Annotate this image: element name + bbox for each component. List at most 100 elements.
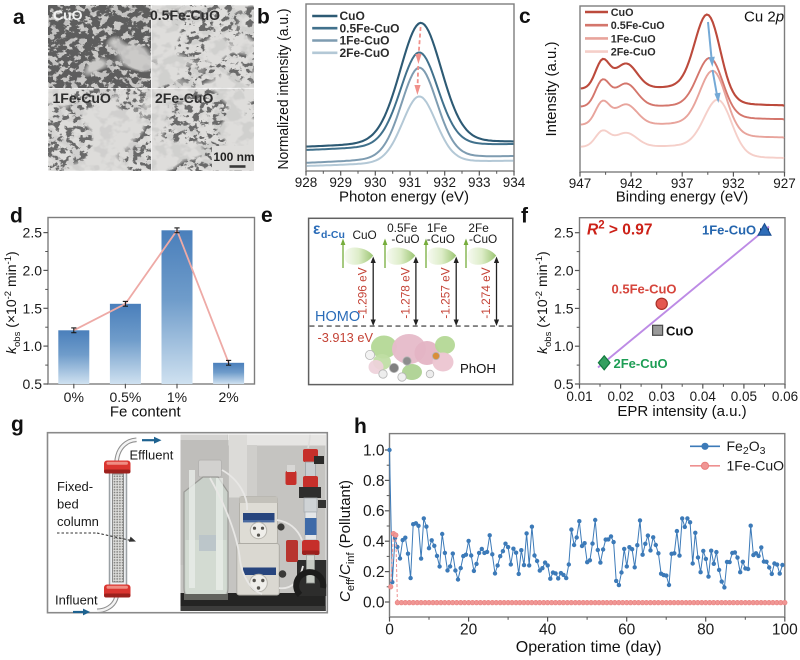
svg-text:1Fe-CuO: 1Fe-CuO <box>727 458 785 474</box>
svg-text:1Fe-CuO: 1Fe-CuO <box>53 90 111 106</box>
svg-text:CuO: CuO <box>53 7 83 23</box>
svg-text:0.03: 0.03 <box>649 389 675 404</box>
svg-text:d-Cu: d-Cu <box>321 229 345 241</box>
svg-text:0.2: 0.2 <box>363 564 385 581</box>
svg-text:-1.257 eV: -1.257 eV <box>439 267 453 318</box>
svg-text:-CuO: -CuO <box>469 232 497 246</box>
svg-text:0.05: 0.05 <box>731 389 757 404</box>
svg-text:2Fe-CuO: 2Fe-CuO <box>614 356 668 371</box>
svg-text:0%: 0% <box>64 389 84 405</box>
svg-text:1.5: 1.5 <box>23 300 43 316</box>
svg-text:0.04: 0.04 <box>690 389 717 404</box>
svg-text:Ceff/Cinf (Pollutant): Ceff/Cinf (Pollutant) <box>337 480 357 602</box>
svg-text:20: 20 <box>460 622 478 639</box>
svg-text:2.5: 2.5 <box>554 225 574 241</box>
svg-text:0.02: 0.02 <box>607 389 633 404</box>
svg-text:Photon energy (eV): Photon energy (eV) <box>339 189 469 206</box>
svg-text:0.5Fe-CuO: 0.5Fe-CuO <box>612 282 677 297</box>
svg-text:kobs (×10-2 min-1): kobs (×10-2 min-1) <box>534 251 554 354</box>
svg-text:929: 929 <box>329 175 352 190</box>
svg-text:Cu 2p: Cu 2p <box>744 9 784 26</box>
svg-text:2%: 2% <box>218 389 238 405</box>
svg-text:EPR intensity (a.u.): EPR intensity (a.u.) <box>617 403 746 420</box>
svg-text:Fixed-: Fixed- <box>57 479 93 494</box>
svg-text:930: 930 <box>364 175 387 190</box>
svg-text:Binding energy (eV): Binding energy (eV) <box>616 189 749 206</box>
svg-text:100: 100 <box>772 622 798 639</box>
svg-text:40: 40 <box>539 622 557 639</box>
svg-text:b: b <box>257 6 270 29</box>
svg-text:2.5: 2.5 <box>23 225 43 241</box>
svg-text:0.01: 0.01 <box>566 389 592 404</box>
svg-text:0.4: 0.4 <box>363 534 385 551</box>
svg-text:2.0: 2.0 <box>23 262 43 278</box>
svg-text:0.6: 0.6 <box>363 503 385 520</box>
svg-text:Fe2O3: Fe2O3 <box>727 438 766 457</box>
svg-text:1.0: 1.0 <box>23 338 43 354</box>
svg-text:60: 60 <box>618 622 636 639</box>
svg-text:0: 0 <box>385 622 394 639</box>
svg-text:947: 947 <box>569 176 592 191</box>
svg-text:Effluent: Effluent <box>130 448 174 463</box>
svg-text:column: column <box>57 514 99 529</box>
svg-text:g: g <box>11 413 24 436</box>
svg-text:931: 931 <box>399 175 422 190</box>
svg-text:932: 932 <box>722 176 745 191</box>
svg-text:h: h <box>354 415 367 438</box>
svg-text:928: 928 <box>295 175 318 190</box>
svg-text:0.06: 0.06 <box>772 389 798 404</box>
svg-text:0.0: 0.0 <box>363 594 385 611</box>
svg-text:942: 942 <box>620 176 643 191</box>
svg-text:0.5: 0.5 <box>23 376 43 392</box>
svg-text:R2 > 0.97: R2 > 0.97 <box>587 220 652 239</box>
svg-text:-1.296 eV: -1.296 eV <box>356 267 370 318</box>
svg-text:a: a <box>13 6 25 29</box>
svg-text:2Fe-CuO: 2Fe-CuO <box>611 47 656 59</box>
svg-text:PhOH: PhOH <box>460 361 496 376</box>
svg-text:e: e <box>261 204 273 227</box>
svg-text:c: c <box>519 5 531 28</box>
svg-text:-CuO: -CuO <box>391 232 419 246</box>
svg-text:Fe content: Fe content <box>110 403 182 420</box>
svg-text:0.5Fe-CuO: 0.5Fe-CuO <box>340 22 400 36</box>
svg-text:Operation time (day): Operation time (day) <box>516 639 662 656</box>
svg-text:HOMO: HOMO <box>315 309 360 325</box>
svg-text:932: 932 <box>433 175 456 190</box>
svg-text:0.5: 0.5 <box>554 376 574 392</box>
svg-text:2.0: 2.0 <box>554 263 574 279</box>
svg-text:Normalized intensity (a.u.): Normalized intensity (a.u.) <box>275 9 292 170</box>
svg-text:Intensity (a.u.): Intensity (a.u.) <box>543 41 560 136</box>
svg-text:-1.278 eV: -1.278 eV <box>398 267 412 318</box>
svg-text:100 nm: 100 nm <box>213 150 254 164</box>
svg-text:1%: 1% <box>167 389 187 405</box>
svg-text:CuO: CuO <box>340 9 365 23</box>
svg-text:0.5Fe-CuO: 0.5Fe-CuO <box>150 7 220 23</box>
svg-text:CuO: CuO <box>666 324 693 339</box>
svg-text:1Fe-CuO: 1Fe-CuO <box>340 34 390 48</box>
svg-text:0.8: 0.8 <box>363 473 385 490</box>
svg-text:1Fe-CuO: 1Fe-CuO <box>702 223 756 238</box>
svg-text:927: 927 <box>773 176 796 191</box>
svg-text:2Fe: 2Fe <box>468 221 489 235</box>
svg-text:1.5: 1.5 <box>554 300 574 316</box>
svg-text:937: 937 <box>671 176 694 191</box>
svg-text:Influent: Influent <box>55 593 98 608</box>
svg-text:934: 934 <box>503 175 526 190</box>
svg-text:2Fe-CuO: 2Fe-CuO <box>340 46 390 60</box>
svg-text:0.5Fe: 0.5Fe <box>387 221 418 235</box>
svg-text:CuO: CuO <box>352 228 376 242</box>
svg-text:2Fe-CuO: 2Fe-CuO <box>155 90 213 106</box>
svg-text:80: 80 <box>697 622 715 639</box>
svg-text:ε: ε <box>313 221 321 238</box>
svg-text:-1.274 eV: -1.274 eV <box>479 267 493 318</box>
svg-text:f: f <box>521 205 529 228</box>
svg-text:1Fe-CuO: 1Fe-CuO <box>611 33 656 45</box>
svg-text:-CuO: -CuO <box>427 232 455 246</box>
svg-text:1.0: 1.0 <box>554 338 574 354</box>
svg-text:CuO: CuO <box>611 7 634 19</box>
svg-text:-3.913 eV: -3.913 eV <box>318 330 374 345</box>
svg-text:0.5Fe-CuO: 0.5Fe-CuO <box>611 20 665 32</box>
svg-text:kobs (×10-2 min-1): kobs (×10-2 min-1) <box>3 251 23 354</box>
svg-text:0.5%: 0.5% <box>109 389 141 405</box>
svg-text:1.0: 1.0 <box>363 442 385 459</box>
